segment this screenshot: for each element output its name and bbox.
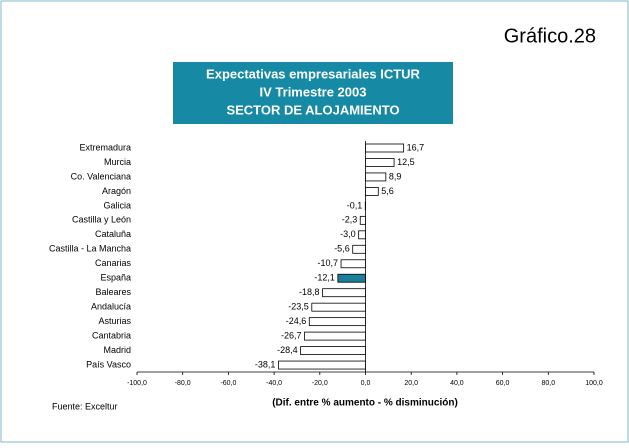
x-tick-label: 60,0 (496, 380, 510, 387)
x-tick-label: 20,0 (404, 380, 418, 387)
y-tick-label: Baleares (95, 287, 131, 297)
y-tick-label: Extremadura (79, 142, 131, 152)
x-tick-label: -20,0 (312, 380, 328, 387)
value-label: -26,7 (281, 330, 302, 340)
x-tick-label: 100,0 (585, 380, 603, 387)
value-label: -28,4 (277, 345, 298, 355)
value-label: 8,9 (389, 171, 402, 181)
x-tick-label: -100,0 (127, 380, 147, 387)
bar (366, 187, 379, 195)
bar (304, 332, 365, 340)
value-label: -23,5 (288, 302, 309, 312)
source: Fuente: Exceltur (52, 401, 118, 411)
y-tick-label: Castilla y León (72, 215, 131, 225)
y-tick-label: Castilla - La Mancha (49, 244, 131, 254)
y-tick-label: Cataluña (95, 229, 131, 239)
value-label: -38,1 (255, 359, 276, 369)
x-tick-label: 40,0 (450, 380, 464, 387)
y-tick-label: Madrid (103, 345, 131, 355)
bar (366, 144, 404, 152)
bar (353, 245, 366, 253)
x-tick-label: -60,0 (220, 380, 236, 387)
value-label: -24,6 (286, 316, 307, 326)
y-tick-label: Cantabria (92, 330, 131, 340)
value-label: 16,7 (407, 142, 425, 152)
chart-title: Expectativas empresariales ICTUR (206, 66, 420, 81)
x-tick-label: -40,0 (266, 380, 282, 387)
x-axis-label: (Dif. entre % aumento - % disminución) (272, 398, 458, 409)
value-label: -3,0 (340, 229, 356, 239)
y-tick-label: Asturias (98, 316, 131, 326)
y-tick-label: Galicia (103, 200, 131, 210)
bar (341, 260, 365, 268)
bar (278, 361, 365, 369)
y-tick-label: Andalucía (91, 302, 131, 312)
bar (360, 216, 365, 224)
value-label: -0,1 (347, 200, 363, 210)
bar (359, 231, 366, 239)
bar (312, 303, 366, 311)
value-label: -10,7 (318, 258, 339, 268)
bar (309, 318, 365, 326)
value-label: -2,3 (342, 215, 358, 225)
header: Gráfico.28 (504, 25, 596, 47)
bar (366, 158, 395, 166)
x-tick-label: 0,0 (361, 380, 371, 387)
value-label: -5,6 (334, 244, 350, 254)
y-tick-label: España (100, 273, 131, 283)
chart-title: IV Trimestre 2003 (260, 84, 367, 99)
y-tick-label: Co. Valenciana (71, 171, 131, 181)
bar (301, 347, 366, 355)
y-tick-label: Aragón (102, 186, 131, 196)
value-label: 12,5 (397, 157, 415, 167)
x-tick-label: 80,0 (541, 380, 555, 387)
chart-title: SECTOR DE ALOJAMIENTO (226, 102, 399, 117)
y-tick-label: Canarias (95, 258, 132, 268)
bar (323, 289, 366, 297)
bar (366, 173, 386, 181)
bar (338, 274, 366, 282)
y-tick-label: Murcia (104, 157, 131, 167)
value-label: -12,1 (314, 273, 335, 283)
value-label: 5,6 (381, 186, 394, 196)
x-tick-label: -80,0 (175, 380, 191, 387)
value-label: -18,8 (299, 287, 320, 297)
y-tick-label: País Vasco (86, 359, 131, 369)
